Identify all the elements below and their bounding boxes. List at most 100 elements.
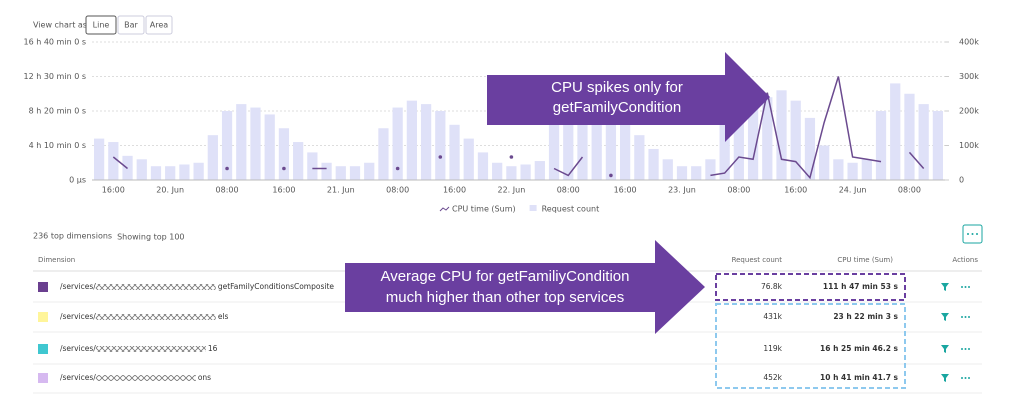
request-count: 431k [763, 312, 782, 321]
x-tick-label: 08:00 [386, 186, 409, 195]
bar [676, 166, 688, 180]
view-button-label[interactable]: Line [93, 21, 110, 30]
line [553, 156, 584, 177]
bar [733, 100, 744, 180]
bar [335, 166, 346, 180]
more-dot [976, 233, 978, 235]
view-button[interactable] [117, 15, 145, 35]
line-point [438, 155, 443, 159]
row-more-dot[interactable] [968, 286, 970, 288]
bar [150, 166, 162, 180]
annotation-text: CPU spikes only for [551, 79, 683, 96]
row-more-dot[interactable] [964, 348, 967, 350]
row-color [38, 282, 48, 292]
y2-tick-label: 0 [959, 176, 964, 185]
cpu-time: 23 h 22 min 3 s [833, 312, 898, 321]
bar [193, 162, 204, 180]
table: 236 top dimensions Showing top 100 Dimensi… [33, 224, 983, 394]
row-more-dot[interactable] [964, 316, 967, 318]
y-tick-label: 0 µs [69, 176, 86, 185]
row-more-dot[interactable] [968, 348, 970, 350]
bar [108, 142, 119, 180]
line-point [395, 166, 400, 171]
y-tick-label: 12 h 30 min 0 s [24, 72, 87, 81]
row-more-dot[interactable] [968, 316, 970, 318]
view-button[interactable] [145, 15, 173, 35]
annotation-arrow [487, 52, 770, 142]
bar [904, 93, 915, 180]
bar [165, 166, 176, 180]
view-buttons: Line Bar Area [85, 15, 173, 35]
view-button-label[interactable]: Area [150, 21, 169, 30]
bar [236, 104, 247, 180]
bar [179, 164, 190, 180]
y-tick-label: 16 h 40 min 0 s [24, 38, 87, 47]
bar [819, 145, 830, 180]
view-button-label[interactable]: Bar [124, 21, 138, 30]
row-more-dot[interactable] [961, 348, 963, 350]
bar [364, 162, 375, 180]
line-point [609, 173, 613, 178]
bar [278, 128, 290, 180]
bar [620, 121, 631, 180]
legend-label: Request count [542, 205, 600, 214]
x-tick-label: 08:00 [898, 186, 921, 195]
dimension-prefix: /services/ [60, 344, 96, 353]
legend-swatch [529, 205, 537, 211]
bar [648, 148, 659, 180]
cpu-time: 111 h 47 min 53 s [823, 282, 899, 291]
x-tick-label: 08:00 [216, 186, 239, 195]
filter-icon[interactable] [941, 345, 949, 353]
x-tick-label: 22. Jun [498, 186, 526, 195]
bar [634, 135, 645, 180]
bar [833, 159, 844, 180]
x-tick-label: 16:00 [614, 186, 637, 195]
x-tick-label: 16:00 [443, 186, 466, 195]
bar [477, 152, 489, 180]
bar [776, 90, 787, 180]
cpu-time: 16 h 25 min 46.2 s [820, 344, 898, 353]
y2-tick-label: 200k [959, 107, 979, 116]
view-label: View chart as: [33, 21, 90, 30]
table-header: Actions [952, 256, 978, 264]
row-more-dot[interactable] [964, 286, 967, 288]
bar [506, 166, 517, 180]
y2-tick-label: 400k [959, 38, 979, 47]
bar [563, 104, 574, 180]
bar [463, 138, 474, 180]
view-button[interactable] [85, 15, 117, 35]
row-more-dot[interactable] [961, 316, 963, 318]
filter-icon[interactable] [941, 313, 949, 321]
bar [875, 111, 887, 180]
x-tick-label: 21. Jun [327, 186, 355, 195]
request-count: 76.8k [761, 282, 783, 291]
y2-tick-label: 100k [959, 141, 979, 150]
redaction [95, 314, 216, 320]
bar [406, 100, 417, 180]
x-tick-label: 23. Jun [668, 186, 696, 195]
bar [349, 166, 361, 180]
row-more-dot[interactable] [964, 377, 967, 379]
row-more-dot[interactable] [961, 377, 963, 379]
annotation-text: Average CPU for getFamiliyCondition [380, 268, 629, 285]
bar [662, 159, 673, 180]
row-more-dot[interactable] [968, 377, 970, 379]
redaction [95, 346, 206, 352]
bar [534, 161, 545, 180]
annotation-arrow [345, 240, 705, 334]
bar [605, 107, 617, 180]
row-color [38, 312, 48, 322]
line [710, 76, 882, 180]
bar [932, 111, 944, 180]
row-more-dot[interactable] [961, 286, 963, 288]
bar [520, 164, 531, 180]
bar [221, 111, 233, 180]
bar [705, 159, 716, 180]
filter-icon[interactable] [941, 283, 949, 291]
highlight-box [715, 303, 906, 389]
request-count: 119k [763, 344, 782, 353]
filter-icon[interactable] [941, 374, 949, 382]
bar [378, 128, 389, 180]
dimension-prefix: /services/ [60, 282, 96, 291]
bar [264, 114, 275, 180]
